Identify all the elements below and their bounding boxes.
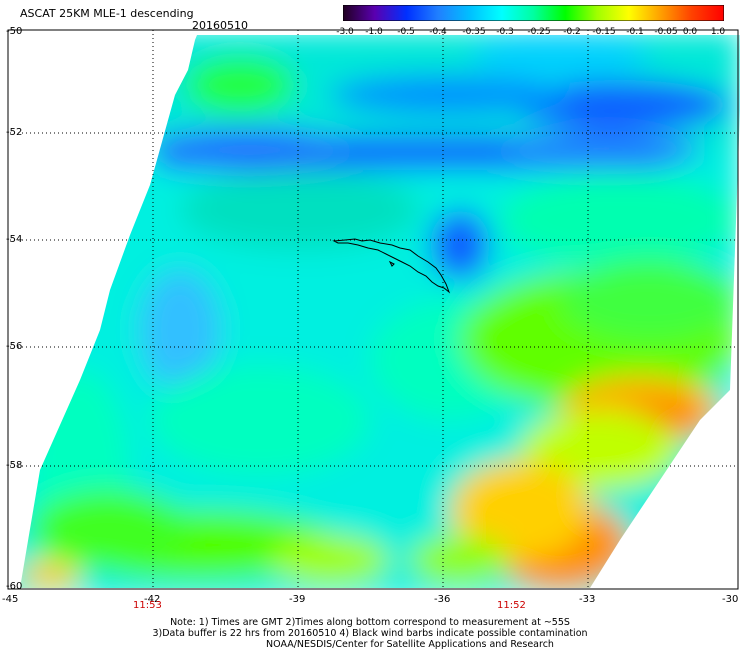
map-title: ASCAT 25KM MLE-1 descending — [20, 7, 194, 20]
color-scale-label: -0.3 — [496, 27, 514, 37]
lat-label: -52 — [6, 127, 23, 138]
color-scale-label: -0.2 — [563, 27, 581, 37]
color-scale-label: -0.05 — [654, 27, 678, 37]
map-date: 20160510 — [192, 19, 248, 32]
lon-label: -36 — [434, 594, 451, 605]
color-scale-label: -1.0 — [365, 27, 383, 37]
color-scale-label: -0.4 — [429, 27, 447, 37]
color-scale-label: -0.35 — [462, 27, 486, 37]
lat-label: -50 — [6, 26, 23, 37]
color-scale-gradient — [343, 5, 724, 21]
pass-time-label: 11:53 — [133, 600, 162, 611]
graticule-lines — [10, 30, 736, 588]
lon-label: -30 — [722, 594, 739, 605]
color-scale-label: 0.0 — [682, 27, 698, 37]
color-scale-label: -0.5 — [397, 27, 415, 37]
wind-swath — [20, 35, 740, 588]
color-scale-label: -0.15 — [592, 27, 616, 37]
footnote-line: Note: 1) Times are GMT 2)Times along bot… — [170, 617, 570, 628]
footnote-credit: NOAA/NESDIS/Center for Satellite Applica… — [266, 639, 554, 650]
lat-label: -58 — [6, 460, 23, 471]
color-scale-bar — [343, 5, 724, 21]
lon-label: -42 — [144, 594, 161, 605]
lon-label: -39 — [289, 594, 306, 605]
color-scale-label: -0.1 — [626, 27, 644, 37]
south-georgia-coastline — [332, 238, 451, 294]
lat-label: -60 — [6, 581, 23, 592]
color-scale-label: 1.0 — [710, 27, 726, 37]
pass-time-label: 11:52 — [497, 600, 526, 611]
lat-label: -56 — [6, 341, 23, 352]
color-scale-label: -0.25 — [527, 27, 551, 37]
footnote-line: 3)Data buffer is 22 hrs from 20160510 4)… — [152, 628, 588, 639]
map-frame — [7, 29, 739, 590]
island-islet — [388, 260, 395, 267]
color-scale-label: -3.0 — [336, 27, 354, 37]
lat-label: -54 — [6, 234, 23, 245]
lon-label: -33 — [579, 594, 596, 605]
lon-label: -45 — [2, 594, 19, 605]
